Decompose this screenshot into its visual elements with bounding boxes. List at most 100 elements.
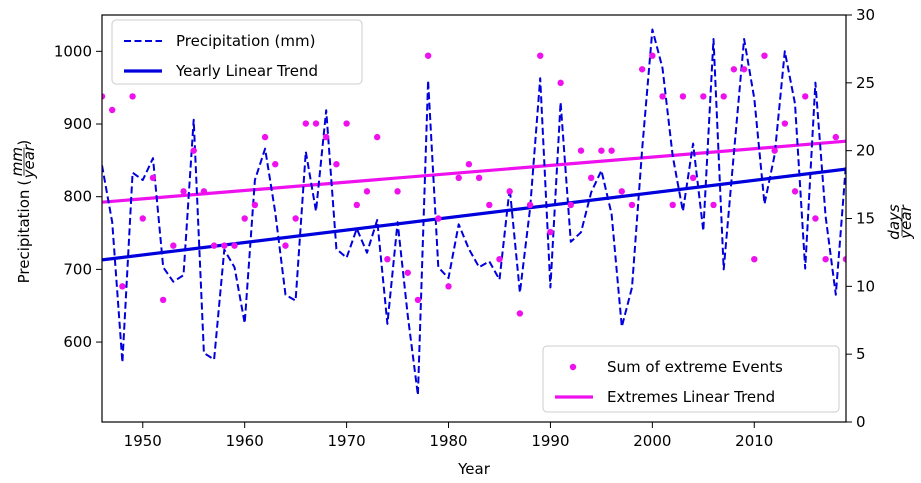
extremes-point (730, 66, 738, 73)
extremes-point (149, 174, 157, 181)
extremes-point (659, 93, 666, 100)
extremes-point (720, 93, 727, 100)
legend-lower-right: Sum of extreme Events Extremes Linear Tre… (542, 345, 840, 413)
extremes-point (812, 215, 819, 222)
extremes-point (394, 188, 401, 195)
extremes-point (102, 93, 106, 100)
extremes-point (455, 174, 462, 181)
extremes-point (700, 93, 707, 100)
extremes-point (608, 147, 615, 154)
extremes-point (353, 201, 360, 209)
extremes-point (740, 66, 748, 73)
x-tick-label: 1950 (124, 432, 162, 450)
extremes-point (761, 52, 768, 59)
extremes-point (200, 188, 208, 195)
extremes-point (537, 52, 544, 59)
extremes-point (598, 147, 605, 154)
y-axis-left-label: Precipitation (15, 190, 33, 284)
extremes-point (261, 133, 269, 141)
x-tick-label: 1980 (429, 432, 467, 450)
extremes-point (557, 79, 564, 87)
extremes-point (567, 201, 575, 209)
y-left-tick-label: 600 (63, 333, 92, 351)
extremes-point (669, 201, 676, 209)
extremes-point (842, 256, 846, 263)
y-axis-left-paren-close: ) (15, 140, 33, 146)
extremes-point (781, 120, 789, 127)
extremes-point (231, 242, 238, 249)
y-axis-right: 0 5 10 15 20 25 30 (846, 6, 875, 431)
y-right-tick-label: 25 (856, 74, 875, 92)
extremes-point (282, 242, 289, 249)
extremes-point (302, 120, 310, 127)
extremes-point (129, 93, 136, 100)
extremes-point (333, 161, 340, 168)
extremes-point (445, 283, 452, 290)
extremes-point (312, 120, 320, 127)
legend-frame (542, 345, 840, 413)
legend-frame (111, 19, 363, 85)
y-left-tick-label: 900 (63, 115, 92, 133)
extremes-point (384, 256, 391, 263)
y-right-tick-label: 15 (856, 210, 875, 228)
legend-upper-left: Precipitation (mm) Yearly Linear Trend (111, 19, 363, 85)
extremes-point (751, 256, 758, 263)
extremes-point (159, 296, 167, 304)
extremes-point (139, 215, 146, 222)
legend-label-extremes_trend: Extremes Linear Trend (607, 388, 775, 406)
extremes-point (241, 215, 248, 222)
extremes-point (802, 93, 809, 100)
extremes-point (577, 147, 585, 154)
y-axis-right-title: days year (885, 204, 915, 240)
extremes-point (373, 133, 381, 141)
extremes-trend-line (102, 139, 846, 204)
extremes-point (363, 188, 371, 195)
extremes-point (404, 269, 411, 276)
extremes-point (486, 201, 493, 209)
extremes-point (822, 256, 829, 263)
x-tick-label: 1970 (328, 432, 366, 450)
extremes-point (679, 93, 687, 100)
y-right-tick-label: 10 (856, 277, 875, 295)
extremes-point (638, 66, 646, 73)
extremes-point (547, 228, 554, 236)
y-axis-left-paren-open: ( (15, 180, 33, 186)
extremes-point (424, 52, 432, 59)
y-right-tick-label: 0 (856, 413, 866, 431)
y-left-tick-label: 800 (63, 188, 92, 206)
extremes-point (465, 161, 473, 168)
y-axis-left: 600 700 800 900 1000 (54, 42, 102, 351)
extremes-point (190, 147, 197, 154)
y-left-tick-label: 1000 (54, 42, 92, 60)
extremes-point (221, 242, 228, 249)
extremes-point (435, 215, 442, 222)
extremes-point (180, 188, 187, 195)
x-tick-label: 1960 (226, 432, 264, 450)
y-left-tick-label: 700 (63, 260, 92, 278)
extremes-point (108, 106, 116, 114)
y-axis-right-unit-numerator: days (885, 204, 903, 240)
x-axis: 1950 1960 1970 1980 1990 2000 2010 (124, 422, 773, 450)
extremes-point (343, 120, 350, 127)
extremes-point (323, 133, 330, 141)
extremes-point (251, 201, 259, 209)
extremes-point (516, 310, 524, 317)
extremes-point (832, 133, 840, 141)
legend-label-extremes: Sum of extreme Events (607, 358, 783, 376)
extremes-point (771, 147, 778, 154)
y-axis-right-unit-denominator: year (897, 204, 915, 239)
extremes-point (210, 242, 218, 249)
y-axis-left-unit-numerator: mm (8, 147, 26, 176)
y-axis-left-title: Precipitation ( mm year ) (8, 140, 38, 284)
extremes-point (689, 174, 697, 181)
extremes-point (496, 256, 503, 263)
y-right-tick-label: 30 (856, 6, 875, 24)
extremes-point (649, 52, 656, 59)
extremes-point (475, 174, 483, 181)
extremes-point (414, 296, 422, 304)
extremes-point (506, 188, 513, 195)
extremes-point (170, 242, 177, 249)
x-tick-label: 2000 (633, 432, 671, 450)
extremes-point (791, 188, 799, 195)
